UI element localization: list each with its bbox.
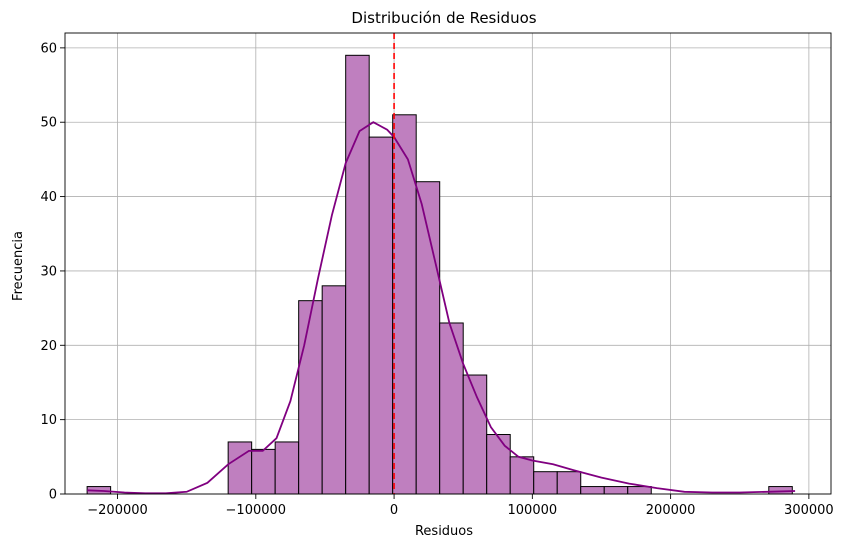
y-tick-label-3: 30 xyxy=(40,264,57,279)
histogram-bar-22 xyxy=(603,486,629,495)
histogram-bar-17 xyxy=(486,434,511,495)
x-axis-ticks: −200000 −100000 0 100000 200000 300000 xyxy=(87,494,834,518)
x-tick-label-0: −200000 xyxy=(87,503,148,518)
histogram-bar-10 xyxy=(321,285,347,495)
histogram-bar-12 xyxy=(368,136,394,495)
x-tick-label-1: −100000 xyxy=(226,503,287,518)
plot-frame xyxy=(64,32,832,495)
histogram-bar-8 xyxy=(274,441,300,495)
histogram-bar-13 xyxy=(392,114,417,495)
y-tick-label-0: 0 xyxy=(49,488,57,503)
y-tick-label-1: 10 xyxy=(40,413,57,428)
x-axis-label: Residuos xyxy=(415,524,473,539)
x-tick-label-3: 100000 xyxy=(508,503,558,518)
histogram-bar-21 xyxy=(580,486,605,495)
histogram-bar-18 xyxy=(509,456,535,495)
y-tick-label-4: 40 xyxy=(40,190,57,205)
x-tick-label-4: 200000 xyxy=(646,503,696,518)
histogram-bar-29 xyxy=(768,486,793,495)
histogram-bar-19 xyxy=(533,471,558,495)
histogram-bar-9 xyxy=(298,300,323,495)
histogram-bar-23 xyxy=(627,486,652,495)
histogram-bar-20 xyxy=(556,471,582,495)
x-tick-label-5: 300000 xyxy=(784,503,834,518)
x-tick-label-2: 0 xyxy=(390,503,398,518)
y-tick-label-6: 60 xyxy=(40,41,57,56)
y-tick-label-2: 20 xyxy=(40,339,57,354)
histogram-bar-7 xyxy=(251,448,276,495)
y-tick-label-5: 50 xyxy=(40,116,57,131)
kde-curve xyxy=(87,121,796,495)
y-axis-label: Frecuencia xyxy=(11,231,26,301)
chart-title: Distribución de Residuos xyxy=(351,9,536,27)
histogram-bar-15 xyxy=(439,322,464,495)
histogram-bar-6 xyxy=(227,441,253,495)
histogram-bar-11 xyxy=(345,54,370,495)
bars xyxy=(86,54,793,495)
y-axis-ticks: 0 10 20 30 40 50 60 xyxy=(40,41,65,503)
